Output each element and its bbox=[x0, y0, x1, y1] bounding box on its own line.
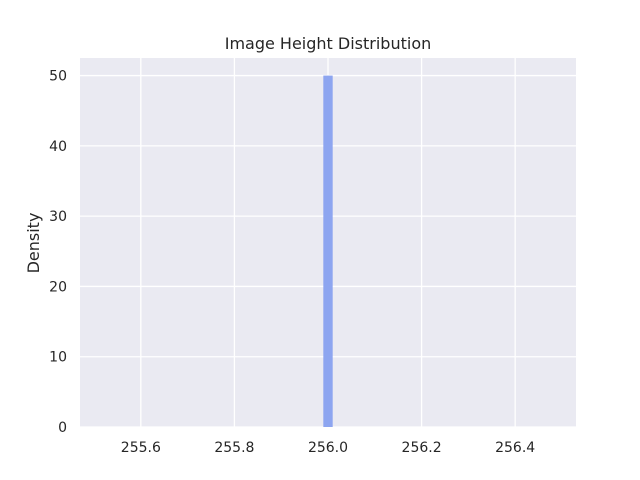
y-axis-ticks: 0 10 20 30 40 50 bbox=[49, 69, 67, 436]
y-tick-label: 50 bbox=[49, 69, 67, 85]
y-tick-label: 20 bbox=[49, 279, 67, 295]
chart-title: Image Height Distribution bbox=[225, 34, 432, 53]
y-axis-label: Density bbox=[24, 213, 43, 274]
x-tick-label: 256.4 bbox=[495, 440, 535, 456]
y-tick-label: 0 bbox=[58, 420, 67, 436]
histogram-bar bbox=[323, 75, 333, 428]
x-tick-label: 255.8 bbox=[214, 440, 254, 456]
x-axis-ticks: 255.6 255.8 256.0 256.2 256.4 bbox=[121, 440, 536, 456]
x-tick-label: 255.6 bbox=[121, 440, 161, 456]
x-tick-label: 256.0 bbox=[308, 440, 348, 456]
x-tick-label: 256.2 bbox=[402, 440, 442, 456]
y-tick-label: 30 bbox=[49, 209, 67, 225]
histogram-bars bbox=[323, 75, 333, 428]
y-tick-label: 40 bbox=[49, 139, 67, 155]
y-tick-label: 10 bbox=[49, 350, 67, 366]
